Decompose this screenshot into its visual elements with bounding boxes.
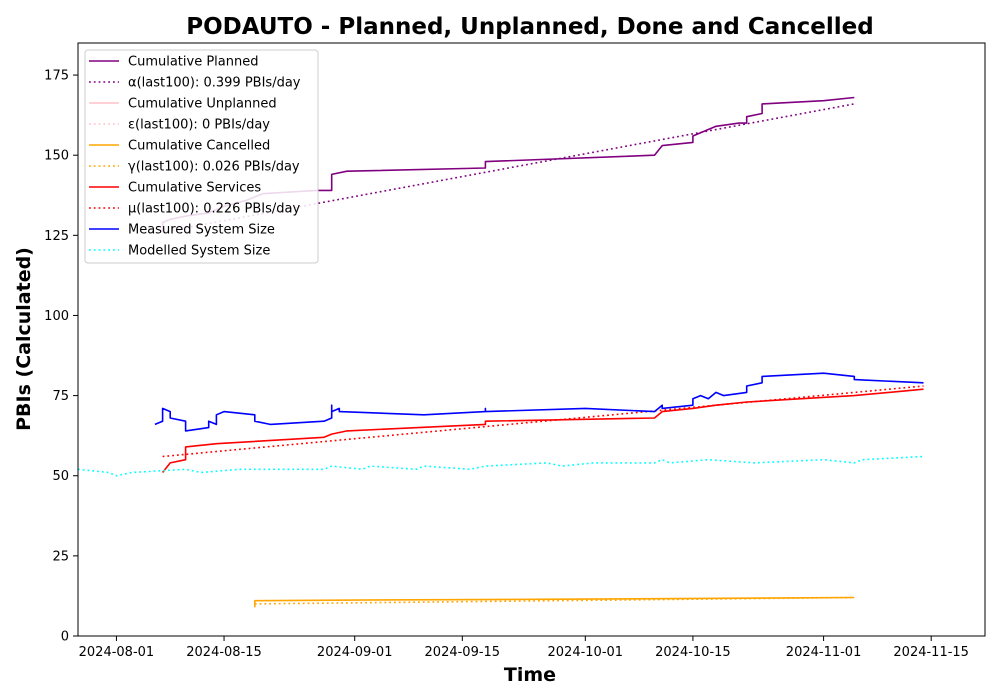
- legend-label: μ(last100): 0.226 PBIs/day: [128, 202, 300, 217]
- x-tick-label: 2024-11-01: [786, 645, 862, 660]
- series-line-last100-0-399-pbis-day: [162, 103, 855, 233]
- x-axis-ticks: 2024-08-01 2024-08-15 2024-09-01 2024-09-15…: [79, 636, 969, 660]
- legend-label: Measured System Size: [128, 223, 275, 238]
- y-axis-label: PBIs (Calculated): [13, 247, 35, 431]
- y-tick-label: 75: [52, 389, 69, 404]
- x-tick-label: 2024-10-15: [655, 645, 731, 660]
- legend-label: Modelled System Size: [128, 244, 270, 259]
- x-axis-label: Time: [504, 664, 556, 686]
- y-tick-label: 0: [61, 630, 69, 645]
- legend-label: Cumulative Unplanned: [128, 97, 277, 112]
- legend-label: Cumulative Services: [128, 181, 261, 196]
- legend: Cumulative Planned α(last100): 0.399 PBIs…: [84, 49, 319, 264]
- x-tick-label: 2024-08-15: [186, 645, 262, 660]
- y-tick-label: 175: [44, 69, 69, 84]
- y-axis-ticks: 0 25 50 75 100 125 150 175: [44, 69, 78, 645]
- legend-label: Cumulative Cancelled: [128, 139, 270, 154]
- x-tick-label: 2024-09-15: [425, 645, 501, 660]
- y-tick-label: 150: [44, 149, 69, 164]
- series-line-cumulative-cancelled: [254, 596, 855, 608]
- x-tick-label: 2024-09-01: [317, 645, 393, 660]
- legend-label: γ(last100): 0.026 PBIs/day: [128, 160, 300, 175]
- x-tick-label: 2024-10-01: [548, 645, 624, 660]
- legend-label: α(last100): 0.399 PBIs/day: [128, 76, 301, 91]
- plot-frame: [77, 42, 986, 637]
- x-tick-label: 2024-08-01: [79, 645, 155, 660]
- x-tick-label: 2024-11-15: [893, 645, 969, 660]
- series-line-last100-0-026-pbis-day: [254, 596, 855, 605]
- legend-box: [84, 49, 319, 264]
- series-line-measured-system-size: [154, 372, 924, 432]
- y-tick-label: 25: [52, 549, 69, 564]
- series-line-cumulative-services: [161, 388, 924, 473]
- chart-title: PODAUTO - Planned, Unplanned, Done and C…: [186, 14, 873, 40]
- legend-label: Cumulative Planned: [128, 55, 258, 70]
- legend-label: ε(last100): 0 PBIs/day: [128, 118, 270, 133]
- y-tick-label: 100: [44, 309, 69, 324]
- y-tick-label: 125: [44, 229, 69, 244]
- series-line-modelled-system-size: [77, 455, 924, 477]
- y-tick-label: 50: [52, 469, 69, 484]
